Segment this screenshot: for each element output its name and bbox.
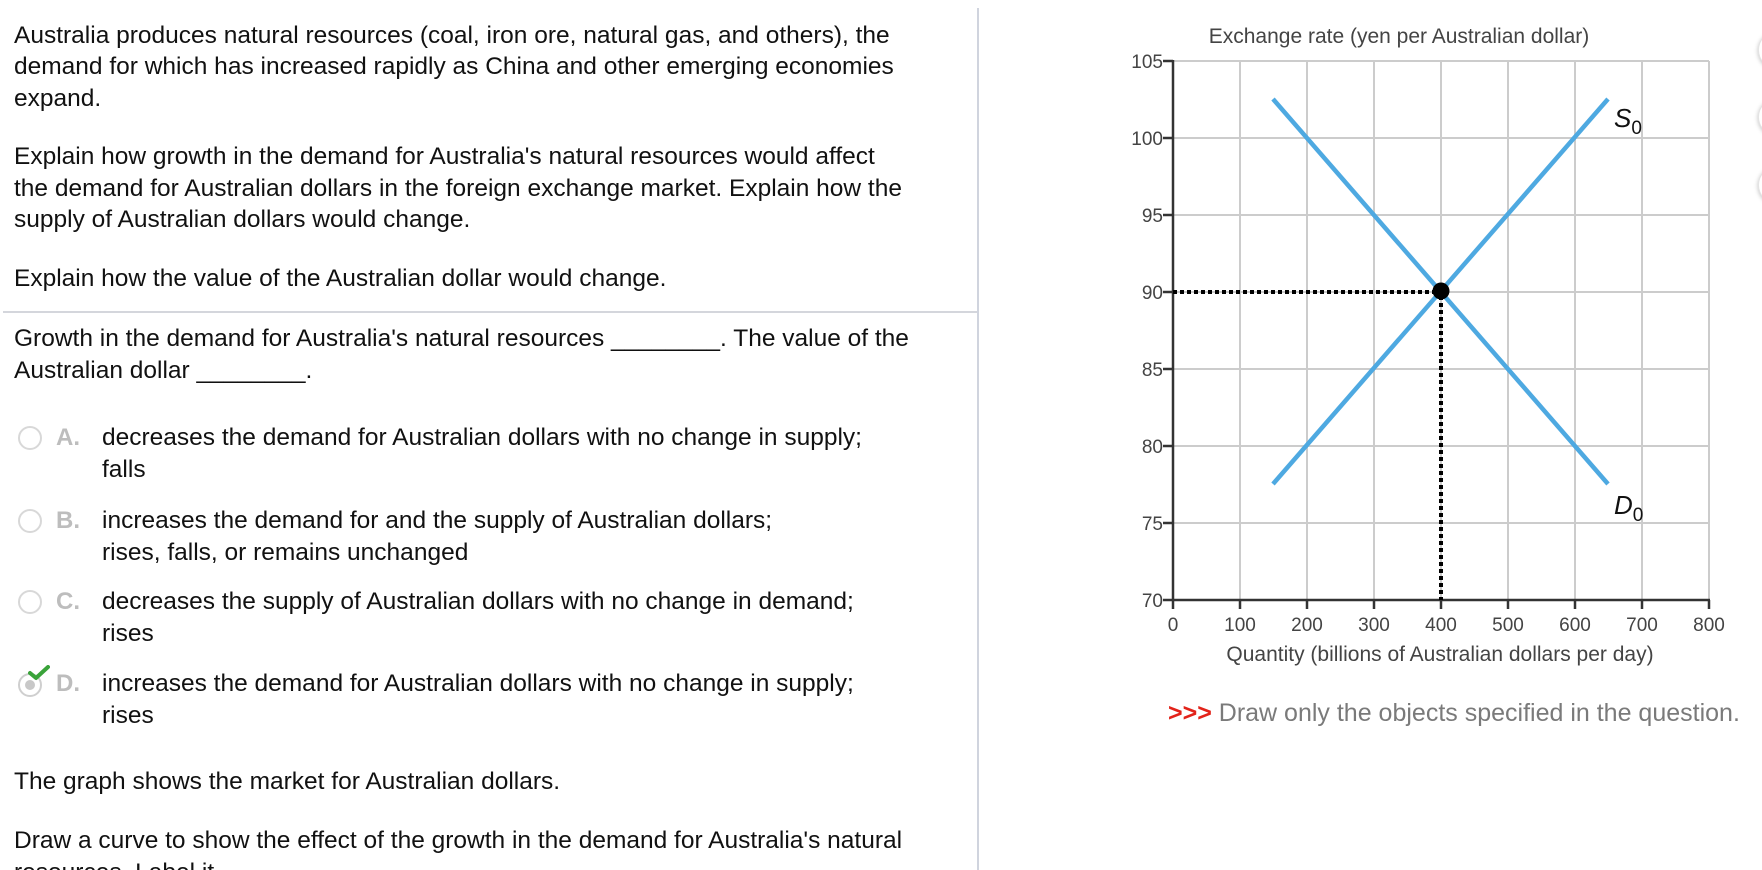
option-b-letter: B. — [56, 507, 80, 534]
intro-text-line-1: Australia produces natural resources (co… — [14, 22, 890, 49]
intro-text-line-3: expand. — [14, 85, 102, 112]
y-tick-70: 70 — [1142, 591, 1163, 612]
s0-label: S0 — [1614, 103, 1642, 139]
section-divider — [3, 311, 978, 313]
x-tick-700: 700 — [1626, 615, 1658, 636]
draw-instruction: >>> Draw only the objects specified in t… — [1168, 697, 1740, 729]
draw-instruction-line-2: resources. Label it. — [14, 857, 221, 870]
x-tick-labels: 0 100 200 300 400 500 600 700 800 — [1168, 615, 1725, 636]
x-tick-600: 600 — [1559, 615, 1591, 636]
y-tick-90: 90 — [1142, 283, 1163, 304]
option-b-text-line-1: increases the demand for and the supply … — [102, 507, 773, 534]
axes — [1163, 59, 1711, 609]
question-panel: Australia produces natural resources (co… — [0, 22, 978, 870]
prompt-text-line-1: Growth in the demand for Australia's nat… — [14, 325, 909, 352]
d0-label: D0 — [1614, 490, 1643, 526]
x-tick-400: 400 — [1425, 615, 1457, 636]
graph-description-text: The graph shows the market for Australia… — [14, 768, 561, 795]
x-tick-500: 500 — [1492, 615, 1524, 636]
y-tick-80: 80 — [1142, 437, 1163, 458]
option-d-text-line-2: rises — [102, 702, 154, 729]
option-b[interactable]: B. increases the demand for and the supp… — [0, 505, 978, 575]
option-a-text-line-1: decreases the demand for Australian doll… — [102, 424, 862, 451]
explain-value-text: Explain how the value of the Australian … — [14, 265, 667, 292]
panel-divider — [977, 8, 979, 870]
option-c-letter: C. — [56, 588, 80, 615]
equilibrium-guides — [1173, 290, 1443, 600]
y-tick-85: 85 — [1142, 360, 1163, 381]
x-axis-title: Quantity (billions of Australian dollars… — [1226, 643, 1653, 666]
arrows-icon: >>> — [1168, 699, 1212, 727]
option-d-text-line-1: increases the demand for Australian doll… — [102, 670, 854, 697]
checkmark-icon — [28, 665, 50, 680]
y-tick-labels: 105 100 95 90 85 80 75 70 — [1131, 52, 1163, 612]
y-tick-100: 100 — [1131, 129, 1163, 150]
explain-text-line-1: Explain how growth in the demand for Aus… — [14, 143, 875, 170]
x-tick-300: 300 — [1358, 615, 1390, 636]
x-tick-0: 0 — [1168, 615, 1179, 636]
radio-option-c[interactable] — [18, 590, 42, 614]
instruction-text: Draw only the objects specified in the q… — [1211, 699, 1740, 727]
y-tick-105: 105 — [1131, 52, 1163, 73]
y-tick-95: 95 — [1142, 206, 1163, 227]
prompt-text-line-2: Australian dollar ________. — [14, 357, 313, 384]
y-axis-title: Exchange rate (yen per Australian dollar… — [1209, 25, 1590, 48]
option-a-letter: A. — [56, 424, 80, 451]
explain-text-line-3: supply of Australian dollars would chang… — [14, 206, 471, 233]
option-d[interactable]: D. increases the demand for Australian d… — [0, 665, 978, 738]
option-a[interactable]: A. decreases the demand for Australian d… — [0, 422, 978, 492]
x-tick-800: 800 — [1693, 615, 1725, 636]
option-a-text-line-2: falls — [102, 456, 146, 483]
radio-option-b[interactable] — [18, 509, 42, 533]
x-tick-100: 100 — [1224, 615, 1256, 636]
option-c[interactable]: C. decreases the supply of Australian do… — [0, 586, 978, 656]
x-tick-200: 200 — [1291, 615, 1323, 636]
explain-text-line-2: the demand for Australian dollars in the… — [14, 175, 902, 202]
option-c-text-line-2: rises — [102, 620, 154, 647]
option-b-text-line-2: rises, falls, or remains unchanged — [102, 539, 469, 566]
radio-option-a[interactable] — [18, 426, 42, 450]
option-d-letter: D. — [56, 670, 80, 697]
option-c-text-line-1: decreases the supply of Australian dolla… — [102, 588, 854, 615]
radio-option-d-selected[interactable] — [18, 673, 42, 697]
draw-instruction-line-1: Draw a curve to show the effect of the g… — [14, 827, 903, 854]
y-tick-75: 75 — [1142, 514, 1163, 535]
equilibrium-point[interactable] — [1432, 282, 1450, 300]
intro-text-line-2: demand for which has increased rapidly a… — [14, 53, 894, 80]
